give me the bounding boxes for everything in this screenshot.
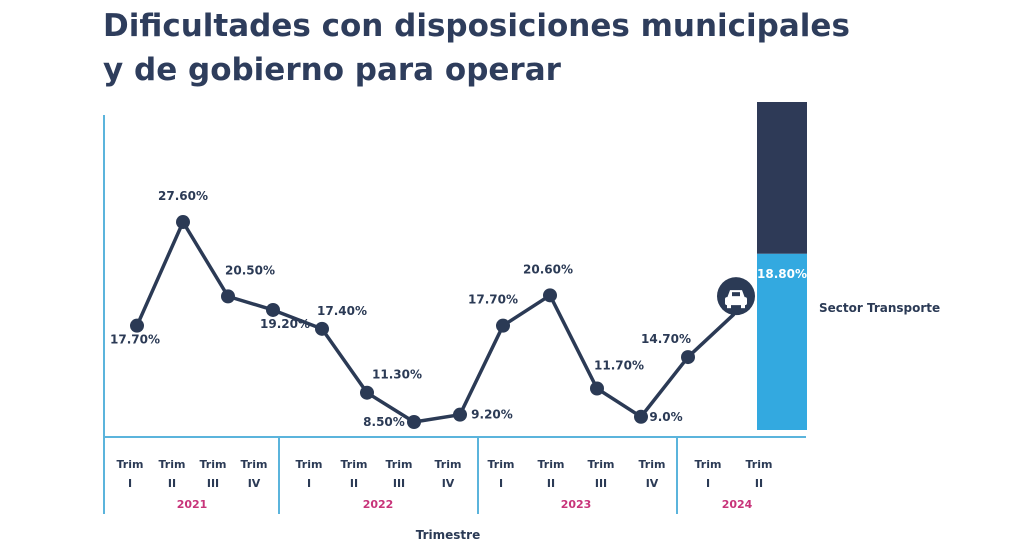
year-label-2021: 2021 [177,498,208,511]
x-tick-label-7-line1: Trim [386,458,413,471]
data-point-8 [453,407,467,422]
x-tick-label-9-line1: Trim [488,458,515,471]
chart-title: Dificultades con disposiciones municipal… [103,4,850,92]
data-label-1: 17.70% [110,333,160,347]
data-label-3: 20.50% [225,263,275,277]
sector-transporte-bar: 18.80% Sector Transporte [757,102,940,430]
x-tick-label-1-line2: I [128,477,132,490]
data-label-12: 9.0% [649,410,682,424]
data-point-4 [266,302,280,317]
data-label-5: 17.40% [317,304,367,318]
data-label-7: 8.50% [363,415,405,429]
data-label-13: 14.70% [641,332,691,346]
x-tick-label-12-line1: Trim [639,458,666,471]
data-point-3 [221,289,235,304]
x-tick-label-12-line2: IV [646,477,659,490]
x-tick-label-10-line2: II [547,477,555,490]
series-line [135,220,736,424]
x-tick-label-6-line2: II [350,477,358,490]
data-point-9 [496,318,510,333]
x-tick-label-4-line1: Trim [241,458,268,471]
data-label-9: 17.70% [468,293,518,307]
x-tick-label-2-line1: Trim [159,458,186,471]
x-axis-title: Trimestre [416,528,480,542]
x-tick-label-3-line1: Trim [200,458,227,471]
data-point-2 [176,215,190,230]
x-tick-label-10-line1: Trim [538,458,565,471]
x-tick-labels-group: TrimITrimIITrimIIITrimIVTrimITrimIITrimI… [117,458,773,511]
side-bar-category-label: Sector Transporte [819,301,940,315]
data-label-4: 19.20% [260,317,310,331]
data-point-10 [543,288,557,303]
side-bar-rest [757,102,807,254]
side-bar-fill [757,253,807,430]
data-point-5 [315,321,329,336]
chart-title-line-2: y de gobierno para operar [103,52,561,88]
data-label-6: 11.30% [372,368,422,382]
x-tick-label-6-line1: Trim [341,458,368,471]
chart-title-line-1: Dificultades con disposiciones municipal… [103,8,850,44]
car-icon-window [732,292,740,297]
series-line-group [135,220,736,424]
data-points-group [130,215,755,430]
x-tick-label-8-line1: Trim [435,458,462,471]
data-label-8: 9.20% [471,408,513,422]
data-label-10: 20.60% [523,262,573,276]
x-tick-label-13-line1: Trim [695,458,722,471]
car-icon-body [725,297,747,306]
x-tick-label-2-line2: II [168,477,176,490]
x-tick-label-14-line1: Trim [746,458,773,471]
data-labels-group: 17.70% 27.60% 20.50% 19.20% 17.40% 11.30% 8.50… [110,189,691,429]
data-point-6 [360,385,374,400]
year-label-2022: 2022 [363,498,394,511]
year-label-2024: 2024 [722,498,753,511]
year-label-2023: 2023 [561,498,592,511]
data-point-7 [407,415,421,430]
x-tick-label-11-line2: III [595,477,607,490]
x-tick-label-1-line1: Trim [117,458,144,471]
data-point-12 [634,409,648,424]
x-tick-label-11-line1: Trim [588,458,615,471]
data-point-13 [681,350,695,365]
x-tick-label-14-line2: II [755,477,763,490]
x-tick-label-3-line2: III [207,477,219,490]
chart-axes [103,115,806,514]
data-point-1 [130,318,144,333]
car-icon [717,277,755,316]
x-tick-label-8-line2: IV [442,477,455,490]
x-tick-label-5-line2: I [307,477,311,490]
side-bar-value-label: 18.80% [757,267,807,281]
car-icon-wheel-left [727,304,731,309]
data-label-11: 11.70% [594,359,644,373]
car-icon-wheel-right [741,304,745,309]
x-tick-label-13-line2: I [706,477,710,490]
x-tick-label-7-line2: III [393,477,405,490]
data-point-11 [590,381,604,396]
x-tick-label-5-line1: Trim [296,458,323,471]
data-label-2: 27.60% [158,189,208,203]
x-tick-label-4-line2: IV [248,477,261,490]
x-tick-label-9-line2: I [499,477,503,490]
